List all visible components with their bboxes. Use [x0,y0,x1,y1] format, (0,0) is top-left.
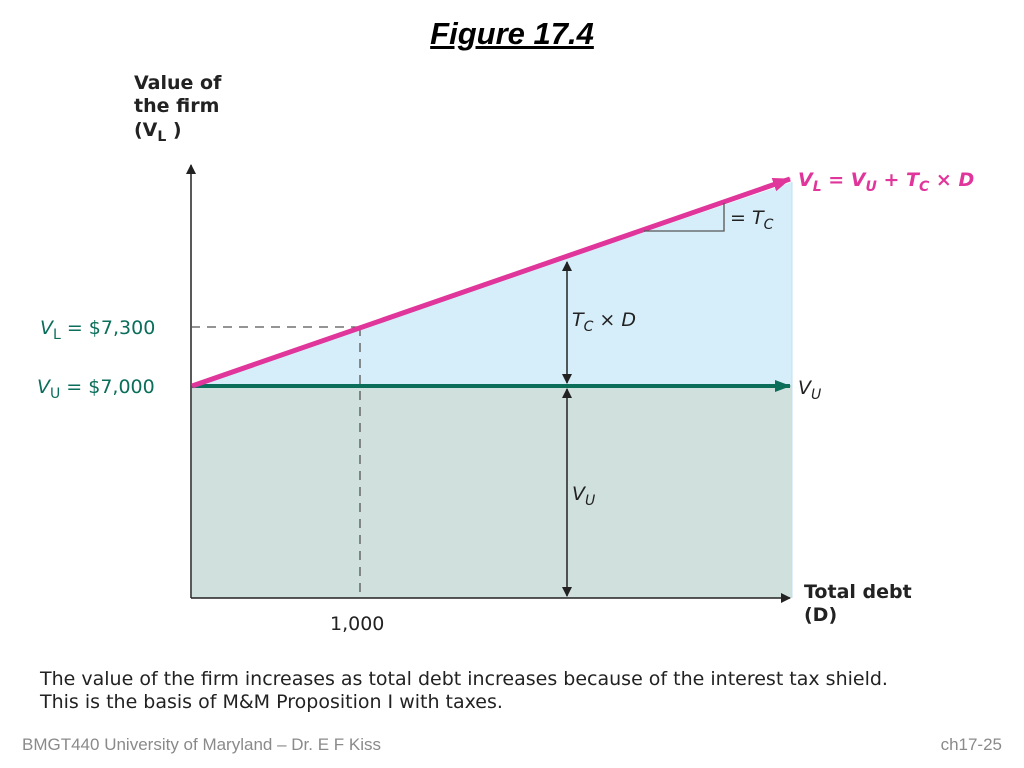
figure-title: Figure 17.4 [430,16,594,51]
tax-shield-label: TC × D [572,309,636,335]
y-axis-title-line2: the firm [134,95,219,117]
slope-label: = TC [730,207,774,233]
caption-line1: The value of the firm increases as total… [40,668,888,690]
caption-line2: This is the basis of M&M Proposition I w… [40,691,503,713]
y-axis-title-line1: Value of [134,72,222,94]
x-axis-title-line2: (D) [804,604,837,626]
footer-slide-number: ch17-25 [940,735,1002,754]
x-axis-title-line1: Total debt [804,581,912,603]
x-tick-label: 1,000 [330,613,384,635]
unlevered-value-area [192,385,792,598]
vl-line [191,176,791,389]
footer-course: BMGT440 University of Maryland – Dr. E F… [22,735,381,754]
slope-triangle [644,203,725,232]
vu-line-label: VU [798,377,821,403]
vu-area-label: VU [572,483,595,509]
y-axis-title-line3: (VL ) [134,119,182,145]
vl-line-label: VL = VU + TC × D [798,169,974,195]
caption: The value of the firm increases as total… [40,668,1000,714]
vl-value-label: VL = $7,300 [40,317,155,343]
vu-value-label: VU = $7,000 [37,376,155,402]
